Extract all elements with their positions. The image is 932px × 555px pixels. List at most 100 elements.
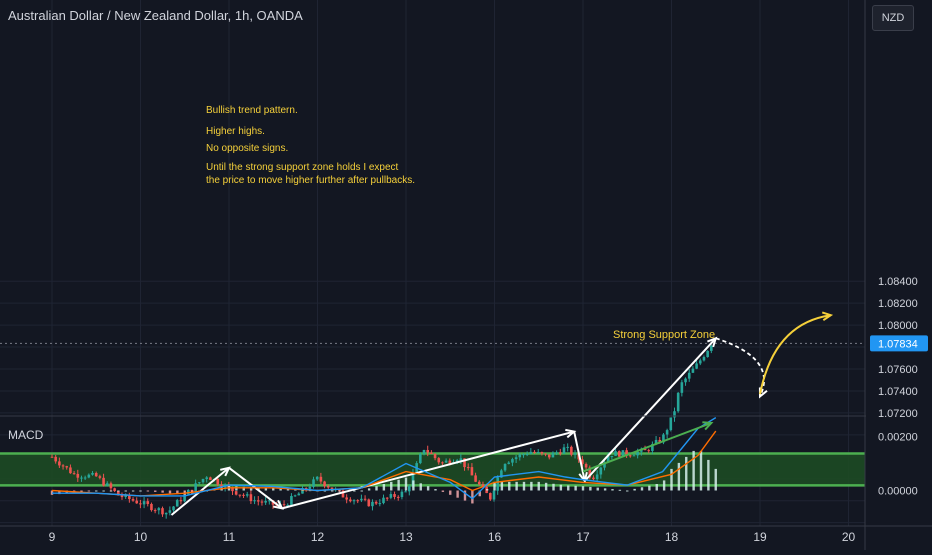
macd-histogram-bar [485, 489, 489, 491]
trend-line[interactable] [573, 431, 586, 482]
macd-histogram-bar [257, 487, 260, 491]
price-tick-label: 1.08200 [878, 298, 918, 310]
continuation-projection-arrow[interactable] [759, 314, 831, 395]
macd-histogram-bar [353, 490, 356, 492]
macd-histogram-bar [515, 481, 518, 491]
candle-down [65, 466, 69, 468]
candle-up [691, 368, 695, 373]
candle-down [54, 456, 57, 462]
candle-down [113, 488, 116, 492]
candle-down [647, 450, 651, 452]
candle-down [437, 458, 441, 463]
macd-histogram-bar [272, 488, 275, 491]
candle-down [547, 454, 551, 458]
candle-up [621, 450, 625, 457]
macd-histogram-bar [345, 490, 349, 492]
candle-down [102, 477, 105, 486]
current-price-label: 1.07834 [878, 338, 918, 350]
candle-up [264, 500, 267, 503]
macd-histogram-bar [390, 481, 393, 491]
price-tick-label: 1.08400 [878, 276, 918, 288]
macd-histogram-bar [626, 490, 629, 492]
candle-down [94, 472, 98, 477]
candle-up [492, 490, 496, 500]
candle-up [662, 434, 665, 443]
time-tick-label: 19 [753, 530, 767, 544]
candle-up [297, 493, 301, 496]
candle-up [503, 463, 507, 471]
candle-up [632, 455, 636, 457]
candle-up [459, 458, 463, 461]
candle-down [76, 473, 80, 478]
candle-down [584, 463, 588, 468]
candle-up [253, 500, 256, 502]
macd-histogram-bar [434, 489, 437, 491]
candle-down [345, 497, 348, 500]
candle-down [220, 484, 223, 488]
macd-histogram-bar [633, 488, 636, 491]
candle-up [525, 454, 529, 456]
candle-down [441, 462, 444, 464]
pullback-projection-arrow[interactable] [715, 337, 765, 397]
macd-histogram-bar [87, 490, 91, 492]
annotation-text: Bullish trend pattern. [206, 105, 298, 116]
candle-up [636, 451, 639, 456]
candle-down [628, 455, 632, 457]
candle-down [282, 504, 286, 506]
trend-line[interactable] [281, 430, 575, 510]
candle-down [625, 450, 628, 456]
candle-down [231, 487, 234, 492]
candle-up [83, 477, 87, 479]
candle-down [617, 451, 621, 457]
candle-down [72, 473, 76, 475]
trend-arrowhead [273, 499, 284, 510]
candle-down [341, 490, 345, 498]
macd-histogram-bar [102, 490, 105, 492]
macd-divergence-line[interactable] [582, 422, 712, 473]
trend-arrowhead [578, 471, 588, 484]
candle-up [444, 460, 448, 463]
macd-histogram-bar [596, 487, 599, 491]
candle-down [146, 501, 150, 504]
macd-histogram-bar [397, 479, 400, 491]
currency-button[interactable]: NZD [872, 5, 914, 31]
candle-down [592, 477, 595, 480]
macd-histogram-bar [249, 487, 253, 491]
macd-histogram-bar [331, 490, 334, 492]
support-zone-label: Strong Support Zone [613, 329, 715, 341]
candle-down [643, 448, 647, 451]
macd-histogram-bar [176, 490, 179, 495]
trend-arrowhead [220, 466, 231, 477]
candle-down [98, 476, 102, 478]
candle-down [570, 446, 573, 455]
candle-down [470, 467, 474, 476]
candle-up [164, 512, 168, 515]
candle-up [172, 506, 175, 511]
candle-down [131, 499, 135, 501]
candle-up [382, 497, 385, 504]
macd-histogram-bar [109, 490, 113, 492]
candle-down [319, 476, 323, 482]
candle-down [323, 481, 326, 487]
macd-histogram-bar [146, 490, 150, 492]
candle-up [308, 486, 312, 489]
macd-line [52, 417, 717, 500]
candle-down [385, 497, 389, 499]
macd-histogram-bar [426, 486, 430, 491]
macd-histogram-bar [544, 482, 548, 491]
macd-histogram-bar [611, 489, 614, 491]
candle-down [161, 508, 164, 515]
macd-histogram-bar [677, 462, 681, 491]
price-tick-label: 1.07600 [878, 364, 918, 376]
candle-up [518, 454, 522, 458]
candle-down [363, 498, 367, 500]
candle-up [522, 454, 525, 456]
trend-line[interactable] [584, 337, 717, 482]
time-tick-label: 20 [842, 530, 856, 544]
candle-up [400, 491, 404, 498]
macd-histogram-bar [537, 481, 540, 491]
macd-histogram-bar [670, 468, 673, 491]
candle-down [120, 495, 124, 498]
